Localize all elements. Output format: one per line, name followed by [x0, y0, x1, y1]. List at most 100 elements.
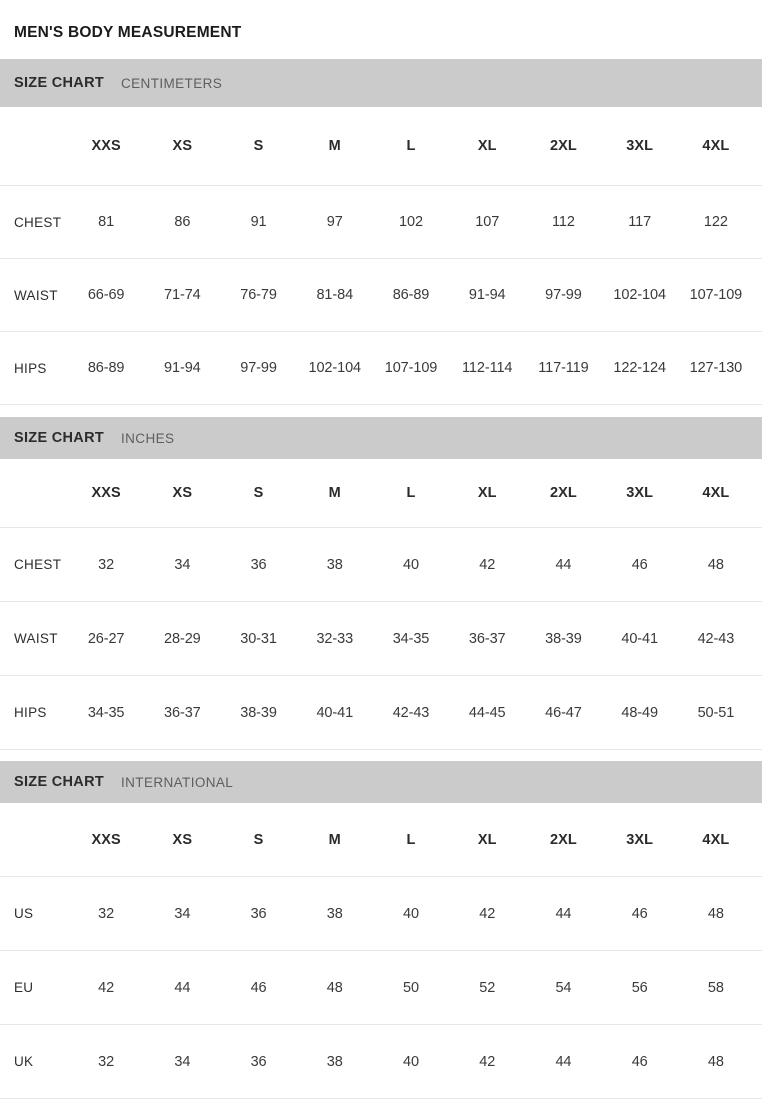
column-header: XL — [477, 138, 497, 154]
table-row-chest: CHEST 32 34 36 38 40 42 44 46 48 — [0, 528, 762, 602]
size-value: 40-41 — [316, 704, 354, 721]
column-header: S — [253, 831, 264, 848]
size-value: 66-69 — [87, 287, 125, 303]
table-header-row: XXS XS S M L XL 2XL 3XL 4XL — [0, 803, 762, 877]
table-row-waist: WAIST 26-27 28-29 30-31 32-33 34-35 36-3… — [0, 602, 762, 676]
size-value: 112 — [552, 214, 575, 230]
size-value: 86-89 — [87, 360, 125, 376]
size-value: 32-33 — [316, 630, 354, 647]
column-header: M — [328, 831, 341, 848]
size-value: 81 — [98, 214, 115, 230]
size-value: 91-94 — [468, 287, 506, 303]
size-value: 102-104 — [613, 287, 666, 303]
table-row-hips: HIPS 34-35 36-37 38-39 40-41 42-43 44-45… — [0, 676, 762, 750]
size-value: 81-84 — [316, 287, 354, 303]
size-value: 91 — [250, 214, 267, 230]
section-international: SIZE CHART INTERNATIONAL XXS XS S M L XL… — [0, 761, 762, 1099]
size-value: 117 — [628, 214, 652, 230]
column-header: XS — [172, 138, 193, 154]
section-inches: SIZE CHART INCHES XXS XS S M L XL 2XL 3X… — [0, 417, 762, 750]
size-value: 54 — [555, 979, 572, 996]
column-header: 4XL — [702, 485, 730, 501]
size-value: 71-74 — [164, 287, 201, 303]
size-value: 48 — [707, 556, 724, 573]
page-title-bar: MEN'S BODY MEASUREMENT — [0, 0, 762, 59]
size-value: 46 — [631, 556, 648, 573]
size-value: 34 — [174, 905, 191, 922]
size-value: 40 — [403, 1053, 419, 1070]
section-subtitle: INCHES — [121, 430, 175, 446]
table-header-row: XXS XS S M L XL 2XL 3XL 4XL — [0, 107, 762, 186]
size-value: 122-124 — [613, 360, 666, 376]
row-label: CHEST — [14, 214, 62, 230]
size-value: 38 — [326, 556, 343, 573]
table-header-row: XXS XS S M L XL 2XL 3XL 4XL — [0, 459, 762, 528]
size-value: 36 — [250, 556, 267, 573]
table-row-chest: CHEST 81 86 91 97 102 107 112 117 122 — [0, 186, 762, 259]
column-header: XL — [477, 485, 497, 501]
column-header: L — [406, 831, 416, 848]
column-header: 2XL — [549, 831, 577, 848]
size-value: 42 — [98, 979, 115, 996]
size-value: 86-89 — [392, 287, 430, 303]
column-header: S — [253, 485, 264, 501]
size-value: 50 — [403, 979, 419, 996]
size-value: 48-49 — [621, 704, 658, 721]
size-value: 42 — [479, 1053, 496, 1070]
section-title: SIZE CHART — [14, 430, 104, 446]
size-value: 42-43 — [697, 630, 735, 647]
table-row-waist: WAIST 66-69 71-74 76-79 81-84 86-89 91-9… — [0, 259, 762, 332]
column-header: M — [328, 485, 341, 501]
size-value: 52 — [479, 979, 496, 996]
size-value: 38-39 — [240, 704, 277, 721]
size-value: 127-130 — [689, 360, 743, 376]
size-value: 44 — [555, 1053, 572, 1070]
page-title: MEN'S BODY MEASUREMENT — [14, 23, 242, 41]
column-header: XXS — [91, 485, 121, 501]
section-subtitle: CENTIMETERS — [121, 75, 223, 91]
size-value: 48 — [707, 905, 724, 922]
size-value: 36 — [250, 905, 267, 922]
size-value: 122 — [703, 214, 728, 230]
size-value: 50-51 — [697, 704, 735, 721]
size-value: 46-47 — [545, 704, 582, 721]
size-value: 107-109 — [689, 287, 743, 303]
column-header: 4XL — [702, 138, 730, 154]
size-value: 58 — [707, 979, 724, 996]
size-value: 44-45 — [468, 704, 506, 721]
column-header: L — [406, 138, 416, 154]
size-value: 112-114 — [462, 360, 513, 376]
size-value: 102-104 — [308, 360, 362, 376]
size-value: 91-94 — [164, 360, 201, 376]
section-banner-centimeters: SIZE CHART CENTIMETERS — [0, 59, 762, 107]
table-row-hips: HIPS 86-89 91-94 97-99 102-104 107-109 1… — [0, 332, 762, 405]
column-header: L — [406, 485, 416, 501]
size-value: 28-29 — [164, 630, 201, 647]
size-value: 107 — [475, 214, 500, 230]
size-value: 97-99 — [240, 360, 277, 376]
size-value: 46 — [631, 905, 648, 922]
size-value: 86 — [174, 214, 191, 230]
size-value: 42 — [479, 905, 496, 922]
size-value: 40-41 — [621, 630, 658, 647]
size-value: 36-37 — [468, 630, 506, 647]
size-value: 32 — [98, 556, 115, 573]
table-row-eu: EU 42 44 46 48 50 52 54 56 58 — [0, 951, 762, 1025]
column-header: XS — [172, 831, 193, 848]
table-row-uk: UK 32 34 36 38 40 42 44 46 48 — [0, 1025, 762, 1099]
size-value: 38-39 — [545, 630, 582, 647]
size-value: 34-35 — [392, 630, 430, 647]
size-value: 102 — [399, 214, 423, 230]
size-table-inches: XXS XS S M L XL 2XL 3XL 4XL CHEST 32 34 … — [0, 459, 762, 750]
column-header: 2XL — [549, 138, 577, 154]
size-value: 48 — [707, 1053, 724, 1070]
column-header: 3XL — [626, 485, 654, 501]
size-value: 36-37 — [164, 704, 201, 721]
size-value: 46 — [631, 1053, 648, 1070]
section-centimeters: SIZE CHART CENTIMETERS XXS XS S M L XL 2… — [0, 59, 762, 405]
column-header: XXS — [91, 138, 121, 154]
column-header: XS — [172, 485, 193, 501]
size-table-centimeters: XXS XS S M L XL 2XL 3XL 4XL CHEST 81 86 … — [0, 107, 762, 405]
size-value: 30-31 — [240, 630, 277, 647]
row-label: WAIST — [14, 631, 58, 646]
